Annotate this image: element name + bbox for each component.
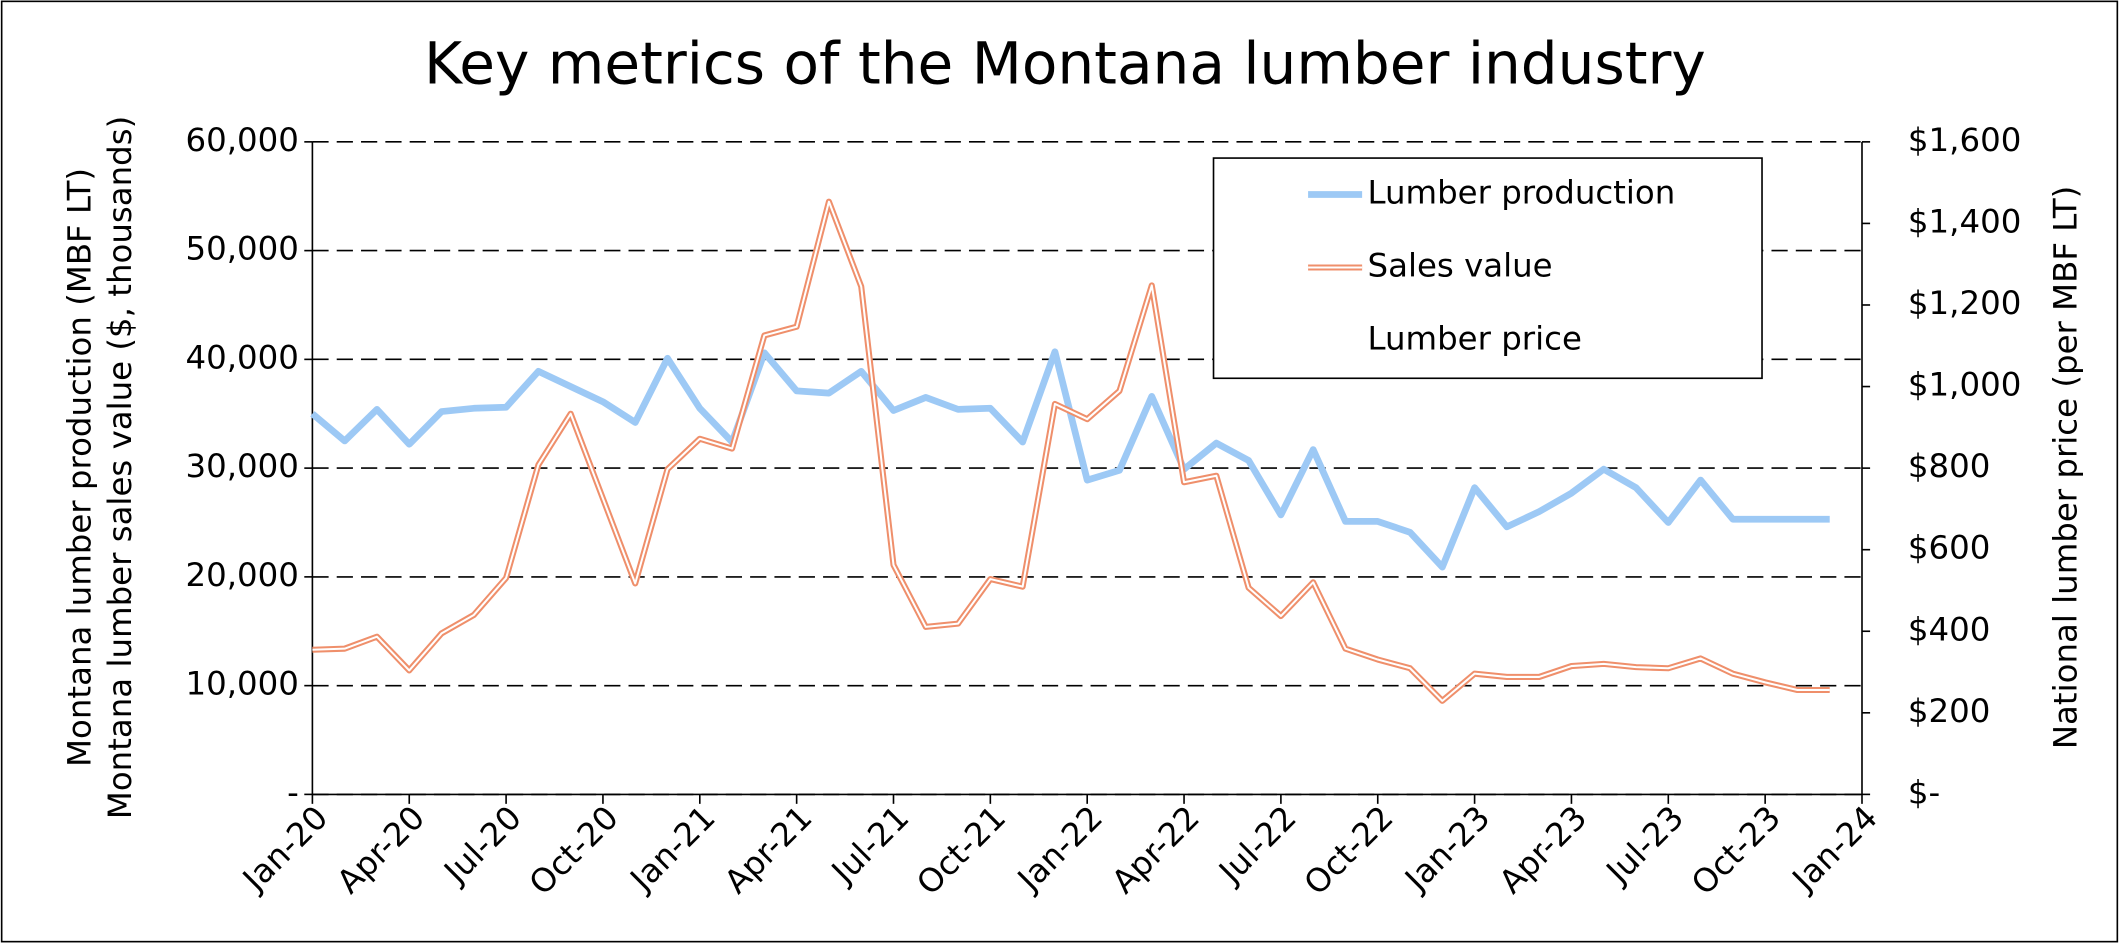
legend-label: Lumber price xyxy=(1368,319,1582,357)
y2-tick-label: $1,200 xyxy=(1908,284,2021,322)
y-tick-label: - xyxy=(287,773,299,811)
legend-label: Sales value xyxy=(1368,246,1553,284)
y2-tick-label: $800 xyxy=(1908,447,1990,485)
line-inner xyxy=(312,200,1830,702)
y2-tick-label: $1,400 xyxy=(1908,202,2021,240)
legend-label: Lumber production xyxy=(1368,174,1676,212)
y2-tick-label: $- xyxy=(1908,773,1940,811)
chart-title: Key metrics of the Montana lumber indust… xyxy=(424,30,1706,98)
y-tick-label: 40,000 xyxy=(185,338,298,376)
y-axis-label: Montana lumber sales value ($, thousands… xyxy=(101,116,139,819)
y-tick-label: 60,000 xyxy=(185,121,298,159)
y-tick-label: 10,000 xyxy=(185,665,298,703)
y2-tick-label: $600 xyxy=(1908,529,1990,567)
y2-tick-label: $1,600 xyxy=(1908,121,2021,159)
y-tick-label: 20,000 xyxy=(185,556,298,594)
y-tick-label: 30,000 xyxy=(185,447,298,485)
line xyxy=(310,348,1830,571)
y-axis-label: Montana lumber production (MBF LT) xyxy=(60,168,98,767)
legend-box xyxy=(1212,157,1763,380)
y2-tick-label: $1,000 xyxy=(1908,366,2021,404)
y2-tick-label: $200 xyxy=(1908,692,1990,730)
y-tick-label: 50,000 xyxy=(185,230,298,268)
y2-axis-label: National lumber price (per MBF LT) xyxy=(2046,186,2084,749)
y2-tick-label: $400 xyxy=(1908,610,1990,648)
